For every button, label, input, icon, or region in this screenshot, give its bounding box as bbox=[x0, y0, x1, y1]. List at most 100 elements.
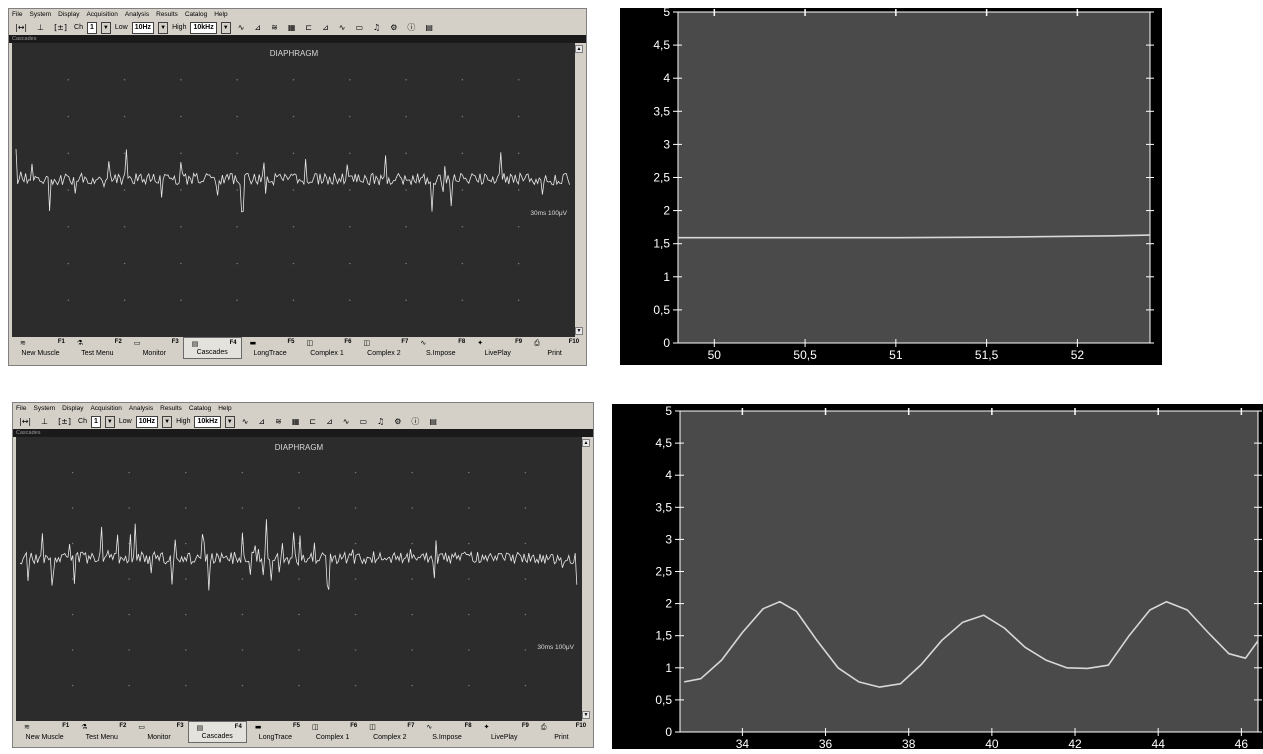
amplitude-cursor-icon[interactable]: ⊥ bbox=[41, 417, 49, 426]
cursor-range-icon[interactable]: |↔| bbox=[15, 23, 28, 32]
grid-dot bbox=[128, 613, 130, 616]
trigger-icon[interactable]: ⊿ bbox=[254, 23, 262, 32]
scroll-up-icon[interactable]: ▲ bbox=[575, 45, 583, 53]
fkey-label: Cascades bbox=[196, 349, 228, 356]
fkey-f10[interactable]: ⎙ F10 Print bbox=[526, 337, 583, 359]
cursor-range-icon[interactable]: |↔| bbox=[19, 417, 32, 426]
rise-icon[interactable]: ⊿ bbox=[326, 417, 333, 426]
fkey-f1[interactable]: ≋ F1 New Muscle bbox=[12, 337, 69, 359]
settings-icon[interactable]: ⚙ bbox=[390, 23, 398, 32]
channel-dropdown-icon[interactable]: ▼ bbox=[100, 21, 111, 34]
signal-icon[interactable]: ∿ bbox=[342, 417, 350, 426]
y-tick-label: 0 bbox=[663, 336, 670, 350]
channel-range-icon[interactable]: [±] bbox=[54, 23, 68, 32]
display-icon[interactable]: ▭ bbox=[355, 23, 364, 32]
fkey-f6[interactable]: ◫ F6 Complex 1 bbox=[299, 337, 356, 359]
fkey-f4[interactable]: ▤ F4 Cascades bbox=[187, 721, 247, 743]
marker-icon[interactable]: ⊏ bbox=[309, 417, 317, 426]
fkey-f4[interactable]: ▤ F4 Cascades bbox=[182, 337, 242, 359]
fkey-f8[interactable]: ∿ F8 S.Impose bbox=[418, 721, 475, 743]
scroll-down-icon[interactable]: ▼ bbox=[582, 711, 590, 719]
low-filter-dropdown-icon[interactable]: ▼ bbox=[162, 415, 173, 428]
fkey-f3[interactable]: ▭ F3 Monitor bbox=[126, 337, 183, 359]
high-filter-dropdown-icon[interactable]: ▼ bbox=[220, 21, 231, 34]
info-icon[interactable]: ⓘ bbox=[411, 417, 420, 426]
grid-dot bbox=[180, 115, 182, 118]
high-filter-select[interactable]: 10kHz bbox=[194, 415, 221, 428]
x-tick-label: 50 bbox=[708, 348, 722, 362]
menu-analysis[interactable]: Analysis bbox=[124, 11, 150, 18]
y-tick-label: 0,5 bbox=[655, 693, 672, 707]
menu-system[interactable]: System bbox=[33, 405, 56, 412]
fkey-f7[interactable]: ◫ F7 Complex 2 bbox=[355, 337, 412, 359]
grid-dot bbox=[524, 649, 527, 651]
superimpose-icon: ∿ bbox=[420, 339, 427, 347]
report-icon[interactable]: ▤ bbox=[425, 23, 433, 32]
fkey-f2[interactable]: ⚗ F2 Test Menu bbox=[73, 721, 130, 743]
high-filter-dropdown-icon[interactable]: ▼ bbox=[224, 415, 235, 428]
vertical-scrollbar[interactable]: ▲ ▼ bbox=[582, 437, 590, 721]
marker-icon[interactable]: ⊏ bbox=[305, 23, 313, 32]
menu-results[interactable]: Results bbox=[160, 405, 182, 412]
fkey-f3[interactable]: ▭ F3 Monitor bbox=[130, 721, 187, 743]
high-filter-select[interactable]: 10kHz bbox=[190, 21, 217, 34]
audio-icon[interactable]: ♫ bbox=[373, 23, 381, 32]
menu-acquisition[interactable]: Acquisition bbox=[90, 405, 122, 412]
menu-acquisition[interactable]: Acquisition bbox=[86, 11, 118, 18]
menu-catalog[interactable]: Catalog bbox=[188, 405, 212, 412]
channel-range-icon[interactable]: [±] bbox=[58, 417, 72, 426]
menu-file[interactable]: File bbox=[16, 405, 27, 412]
menu-display[interactable]: Display bbox=[62, 405, 84, 412]
grid-icon[interactable]: ▦ bbox=[287, 23, 296, 32]
vertical-scrollbar[interactable]: ▲ ▼ bbox=[575, 43, 583, 337]
grid-dot bbox=[71, 578, 74, 580]
menu-file[interactable]: File bbox=[12, 11, 23, 18]
low-filter-dropdown-icon[interactable]: ▼ bbox=[158, 21, 169, 34]
scroll-down-icon[interactable]: ▼ bbox=[575, 327, 583, 335]
trace-display: DIAPHRAGM 30ms 100μV ▲ ▼ bbox=[12, 43, 583, 337]
menu-help[interactable]: Help bbox=[218, 405, 232, 412]
menu-catalog[interactable]: Catalog bbox=[184, 11, 208, 18]
grid-icon[interactable]: ▦ bbox=[291, 417, 300, 426]
fkey-f5[interactable]: ▬ F5 LongTrace bbox=[247, 721, 304, 743]
waveform-icon[interactable]: ∿ bbox=[237, 23, 245, 32]
rise-icon[interactable]: ⊿ bbox=[322, 23, 329, 32]
amplitude-cursor-icon[interactable]: ⊥ bbox=[37, 23, 45, 32]
menu-results[interactable]: Results bbox=[156, 11, 178, 18]
y-tick-label: 4 bbox=[665, 468, 672, 482]
audio-icon[interactable]: ♫ bbox=[377, 417, 385, 426]
report-icon[interactable]: ▤ bbox=[429, 417, 437, 426]
grid-dot bbox=[461, 225, 464, 228]
info-icon[interactable]: ⓘ bbox=[407, 23, 416, 32]
x-tick-label: 52 bbox=[1071, 348, 1085, 362]
low-filter-select[interactable]: 10Hz bbox=[135, 415, 159, 428]
fkey-f7[interactable]: ◫ F7 Complex 2 bbox=[361, 721, 418, 743]
display-icon[interactable]: ▭ bbox=[359, 417, 368, 426]
low-filter-select[interactable]: 10Hz bbox=[131, 21, 155, 34]
fkey-f6[interactable]: ◫ F6 Complex 1 bbox=[304, 721, 361, 743]
sweep-icon[interactable]: ≋ bbox=[275, 417, 282, 426]
sweep-icon[interactable]: ≋ bbox=[271, 23, 278, 32]
fkey-f10[interactable]: ⎙ F10 Print bbox=[533, 721, 590, 743]
complex1-icon: ◫ bbox=[312, 723, 319, 731]
waveform-icon[interactable]: ∿ bbox=[241, 417, 249, 426]
grid-dot bbox=[411, 471, 414, 474]
fkey-f9[interactable]: ✦ F9 LivePlay bbox=[469, 337, 526, 359]
menu-analysis[interactable]: Analysis bbox=[128, 405, 154, 412]
settings-icon[interactable]: ⚙ bbox=[394, 417, 402, 426]
menu-help[interactable]: Help bbox=[214, 11, 228, 18]
fkey-f1[interactable]: ≋ F1 New Muscle bbox=[16, 721, 73, 743]
fkey-f5[interactable]: ▬ F5 LongTrace bbox=[242, 337, 299, 359]
menu-system[interactable]: System bbox=[29, 11, 52, 18]
scroll-up-icon[interactable]: ▲ bbox=[582, 439, 590, 447]
fkey-f8[interactable]: ∿ F8 S.Impose bbox=[412, 337, 469, 359]
trigger-icon[interactable]: ⊿ bbox=[258, 417, 266, 426]
channel-select[interactable]: 1 bbox=[90, 415, 101, 428]
fkey-f2[interactable]: ⚗ F2 Test Menu bbox=[69, 337, 126, 359]
menu-display[interactable]: Display bbox=[58, 11, 80, 18]
fkey-number: F3 bbox=[171, 339, 179, 345]
channel-dropdown-icon[interactable]: ▼ bbox=[104, 415, 115, 428]
channel-select[interactable]: 1 bbox=[86, 21, 97, 34]
fkey-f9[interactable]: ✦ F9 LivePlay bbox=[476, 721, 533, 743]
signal-icon[interactable]: ∿ bbox=[338, 23, 346, 32]
